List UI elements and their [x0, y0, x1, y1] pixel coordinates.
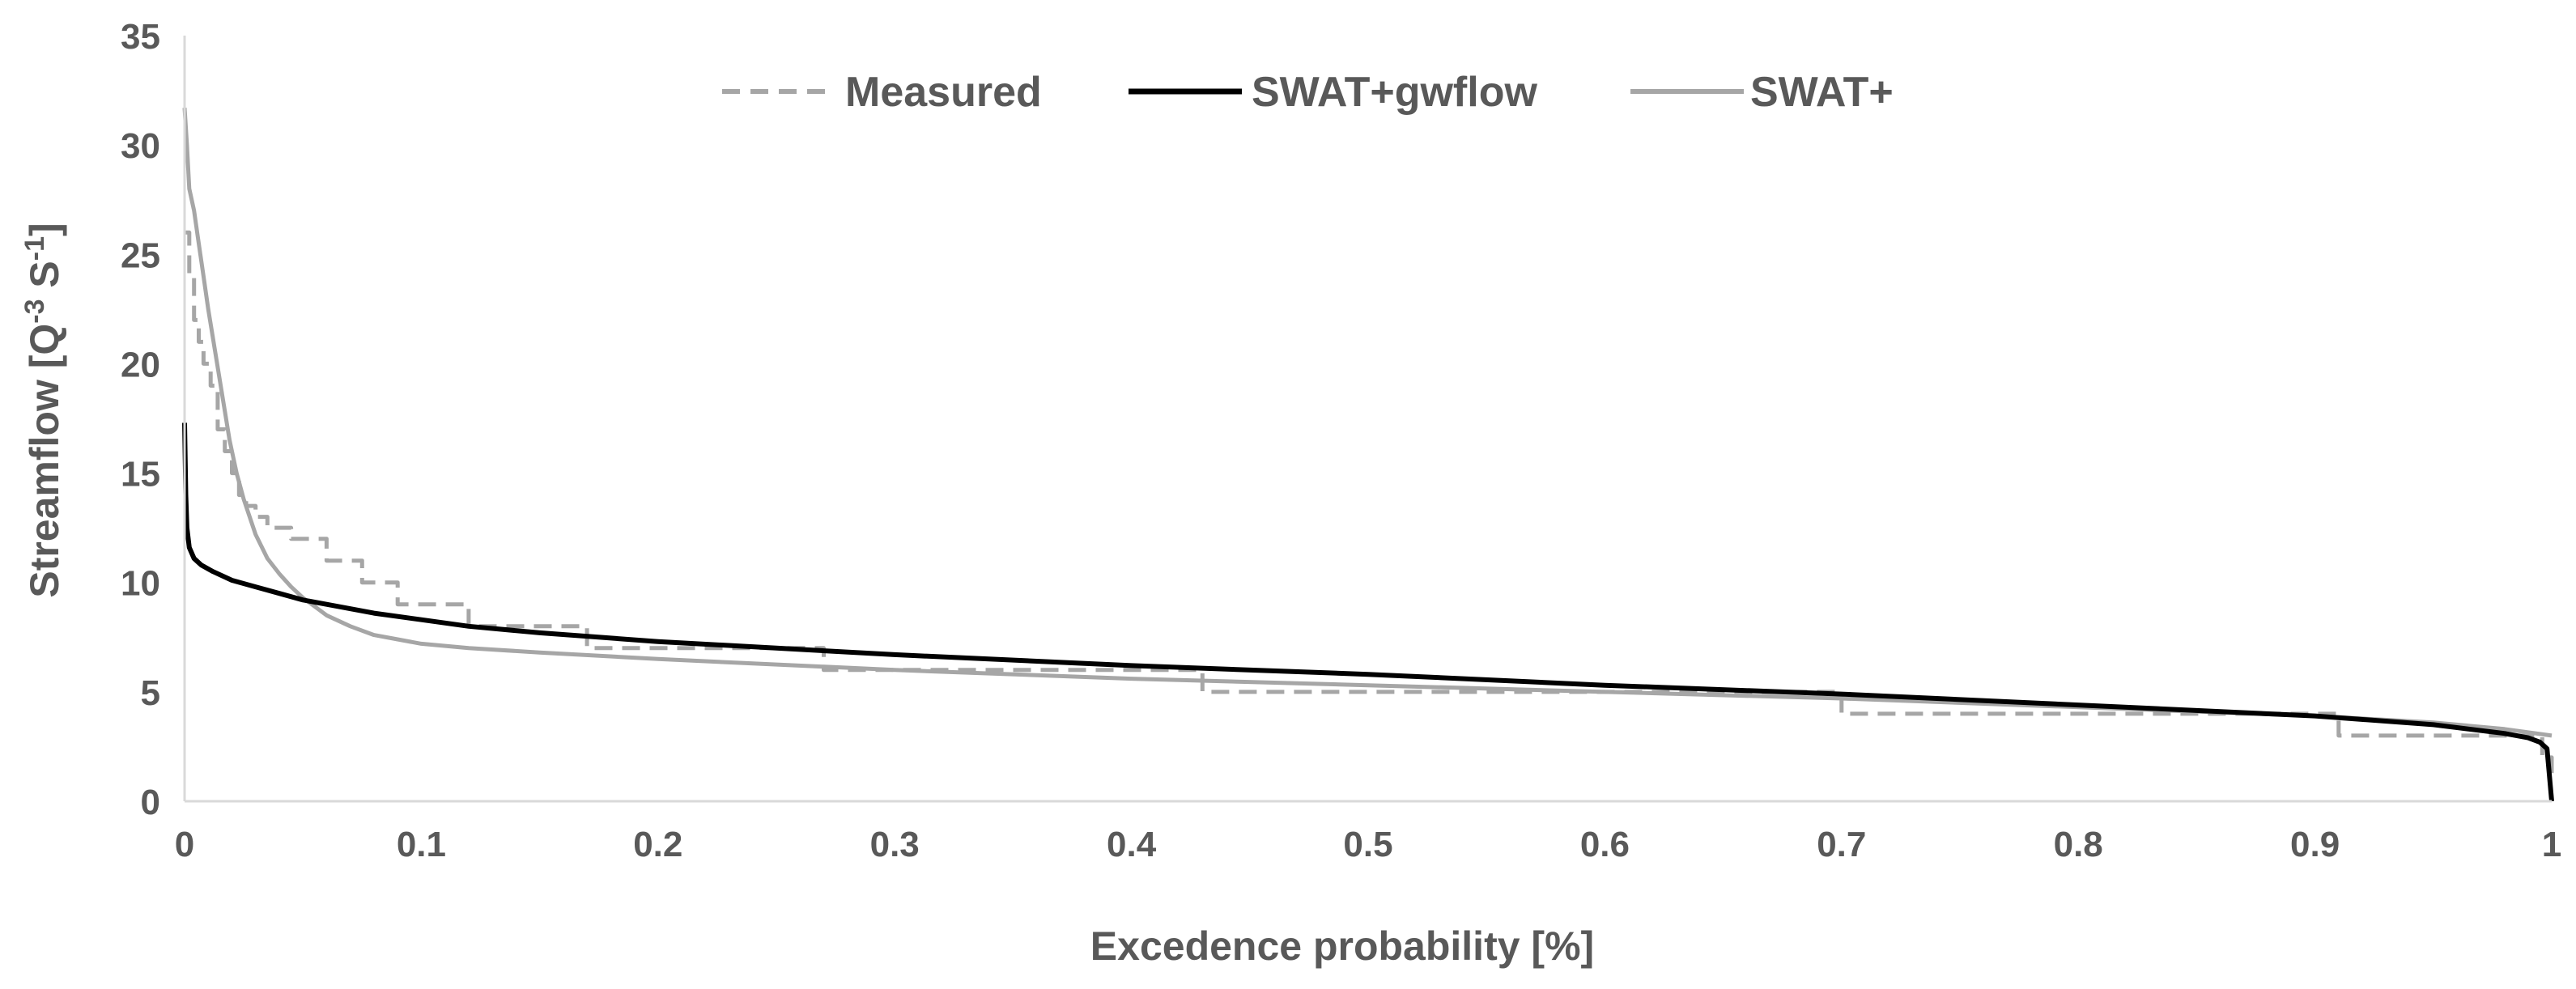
x-tick-label: 0.5 — [1343, 825, 1392, 864]
y-axis-title-sup2: -1 — [19, 236, 50, 261]
series-layer — [182, 108, 2554, 802]
x-axis-title: Excedence probability [%] — [1090, 923, 1594, 969]
legend-swat-label: SWAT+ — [1750, 69, 1894, 116]
axes-layer — [183, 36, 2552, 803]
x-tick-label: 0.9 — [2290, 825, 2340, 864]
x-tick-label: 0.4 — [1107, 825, 1157, 864]
tick-labels: 0 5 10 15 20 25 30 35 0 0.1 0.2 0.3 0.4 0.5 0.6 0.7 0.8 0… — [121, 17, 2561, 864]
x-tick-label: 1 — [2542, 825, 2561, 864]
y-tick-label: 25 — [121, 236, 160, 275]
y-axis-title: Streamflow [Q-3 S-1] — [19, 223, 67, 597]
legend-measured-label: Measured — [845, 69, 1042, 116]
series-line-swat- — [182, 108, 2553, 738]
y-axis-title-base: Streamflow [Q — [22, 324, 67, 598]
y-tick-label: 0 — [141, 783, 160, 822]
x-tick-label: 0.6 — [1580, 825, 1630, 864]
x-tick-label: 0.8 — [2054, 825, 2103, 864]
x-tick-label: 0.1 — [397, 825, 446, 864]
y-axis-title-sup1: -3 — [19, 299, 50, 323]
x-tick-label: 0.7 — [1817, 825, 1866, 864]
x-tick-label: 0 — [175, 825, 194, 864]
x-tick-label: 0.3 — [870, 825, 920, 864]
y-axis-title-mid: S — [22, 261, 67, 299]
y-tick-label: 5 — [141, 673, 160, 713]
x-tick-label: 0.2 — [633, 825, 682, 864]
y-axis-title-end: ] — [22, 223, 67, 236]
y-tick-label: 15 — [121, 455, 160, 494]
series-line-measured — [185, 230, 2554, 779]
y-tick-label: 10 — [121, 564, 160, 604]
series-line-swat-gwflow — [182, 422, 2554, 802]
legend-gwflow-label: SWAT+gwflow — [1252, 69, 1537, 116]
legend: Measured SWAT+gwflow SWAT+ — [722, 69, 1894, 116]
y-tick-label: 30 — [121, 126, 160, 166]
y-tick-label: 35 — [121, 17, 160, 57]
y-tick-label: 20 — [121, 345, 160, 384]
